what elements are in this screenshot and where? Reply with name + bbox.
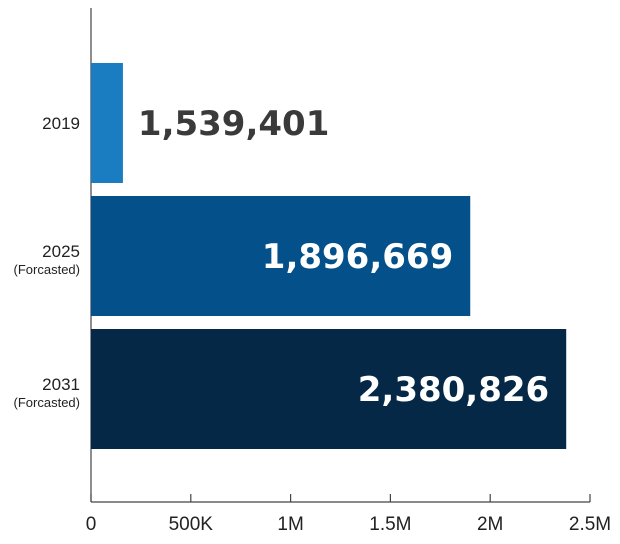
category-note-2031: (Forcasted) <box>14 395 80 410</box>
x-tick-label: 1M <box>277 514 303 535</box>
bars-group: 1,539,401 1,896,669 2,380,826 <box>91 63 567 449</box>
data-label-2025: 1,896,669 <box>262 237 453 277</box>
category-label-2019: 2019 <box>42 114 80 133</box>
bar-2031 <box>91 329 567 449</box>
category-note-2025: (Forcasted) <box>14 262 80 277</box>
bar-2025 <box>91 196 471 316</box>
category-label-2031: 2031 <box>42 375 80 394</box>
bar-2019 <box>91 63 123 183</box>
x-ticks-group: 0 500K 1M 1.5M 2M 2.5M <box>86 494 611 535</box>
category-label-2025: 2025 <box>42 242 80 261</box>
x-tick-label: 2.5M <box>569 514 611 535</box>
data-label-2019: 1,539,401 <box>138 104 329 144</box>
x-tick-label: 1.5M <box>369 514 411 535</box>
data-label-2031: 2,380,826 <box>358 370 549 410</box>
x-tick-label: 2M <box>477 514 503 535</box>
x-tick-label: 500K <box>169 514 214 535</box>
x-tick-label: 0 <box>86 514 97 535</box>
